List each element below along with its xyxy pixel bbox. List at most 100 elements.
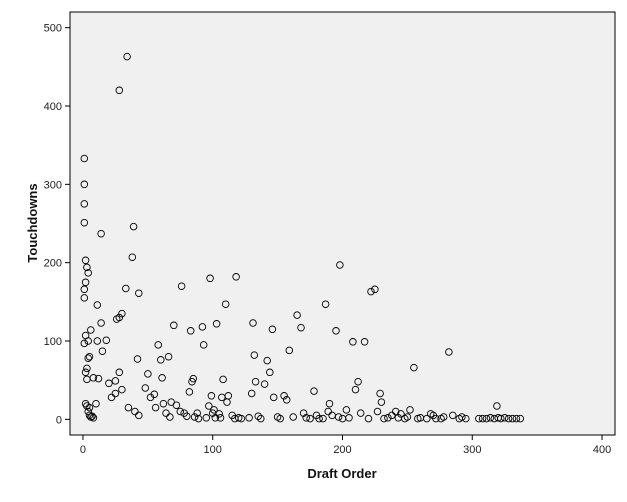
data-point [224, 392, 233, 400]
x-axis-title: Draft Order [307, 466, 376, 481]
y-tick-label: 200 [44, 258, 62, 270]
data-point [321, 300, 330, 308]
data-point [124, 403, 133, 412]
data-point [497, 414, 505, 423]
data-point [93, 301, 102, 309]
data-point [80, 285, 89, 294]
axis-ticks: 0 100 200 300 400 0 100 200 300 400 500 [44, 23, 612, 456]
data-point [183, 412, 191, 420]
data-point [129, 222, 138, 231]
data-point [186, 327, 195, 335]
data-point [319, 414, 327, 423]
data-point [123, 52, 131, 61]
x-tick-label: 200 [333, 444, 351, 456]
data-point [206, 274, 214, 283]
data-point [410, 363, 418, 372]
data-point [83, 364, 91, 373]
data-point [345, 414, 353, 422]
data-point [87, 326, 95, 334]
data-point [216, 414, 225, 422]
data-point [289, 413, 297, 421]
data-point [80, 294, 89, 302]
data-point [486, 414, 495, 422]
data-point [219, 375, 227, 384]
data-point [334, 413, 343, 421]
data-point [81, 368, 90, 377]
data-point [135, 411, 143, 420]
data-point [205, 402, 213, 410]
data-point [449, 411, 457, 420]
data-point [371, 285, 379, 294]
x-tick-label: 0 [80, 444, 86, 456]
data-point [432, 414, 440, 423]
data-point [144, 370, 152, 378]
data-point [406, 406, 414, 414]
data-point [93, 337, 102, 345]
data-point [159, 399, 168, 408]
data-point [251, 377, 260, 386]
data-point [151, 403, 160, 412]
x-tick-label: 300 [463, 444, 481, 456]
data-point [193, 409, 201, 417]
data-point [285, 346, 294, 355]
data-point [349, 338, 357, 346]
data-point [202, 414, 211, 422]
data-point [135, 289, 143, 297]
data-point [364, 414, 373, 423]
data-point [280, 392, 288, 400]
data-point [133, 355, 142, 363]
data-point [212, 320, 221, 328]
data-point [306, 414, 314, 423]
data-point [166, 413, 174, 421]
data-point [482, 414, 491, 423]
data-point [388, 411, 396, 420]
data-point [423, 414, 431, 423]
data-point [336, 261, 344, 269]
data-point [107, 393, 116, 402]
data-point [97, 319, 105, 327]
data-point [516, 414, 525, 423]
data-point [102, 336, 111, 344]
data-point [310, 387, 318, 395]
y-tick-label: 500 [44, 23, 62, 35]
data-point [118, 309, 126, 318]
data-point [397, 410, 405, 418]
data-point [376, 389, 384, 398]
data-point [324, 407, 332, 416]
data-point [172, 401, 181, 409]
y-tick-label: 0 [56, 414, 62, 426]
data-point [85, 352, 94, 361]
x-tick-label: 100 [204, 444, 222, 456]
data-point [128, 253, 137, 261]
data-point [210, 406, 218, 414]
data-point [268, 325, 277, 334]
data-point [254, 412, 262, 420]
y-axis-title: Touchdowns [25, 183, 40, 262]
data-point [199, 341, 208, 349]
data-point [80, 200, 89, 208]
data-point [157, 356, 165, 364]
data-point [302, 414, 310, 422]
data-point [150, 390, 159, 399]
data-point [80, 180, 89, 189]
data-point [384, 414, 392, 422]
data-points [80, 52, 525, 423]
data-point [105, 379, 113, 388]
data-point [325, 399, 334, 408]
data-point [189, 374, 198, 383]
data-point [299, 409, 308, 417]
data-point [89, 414, 98, 422]
data-point [257, 414, 265, 423]
data-point [282, 396, 291, 404]
data-point [269, 393, 278, 402]
data-point [458, 413, 466, 421]
data-point [512, 414, 521, 423]
data-point [88, 412, 96, 420]
data-point [249, 319, 257, 327]
data-point [80, 218, 89, 227]
data-point [293, 311, 301, 319]
y-tick-label: 300 [44, 179, 62, 191]
data-point [154, 341, 162, 349]
y-tick-label: 400 [44, 101, 62, 113]
